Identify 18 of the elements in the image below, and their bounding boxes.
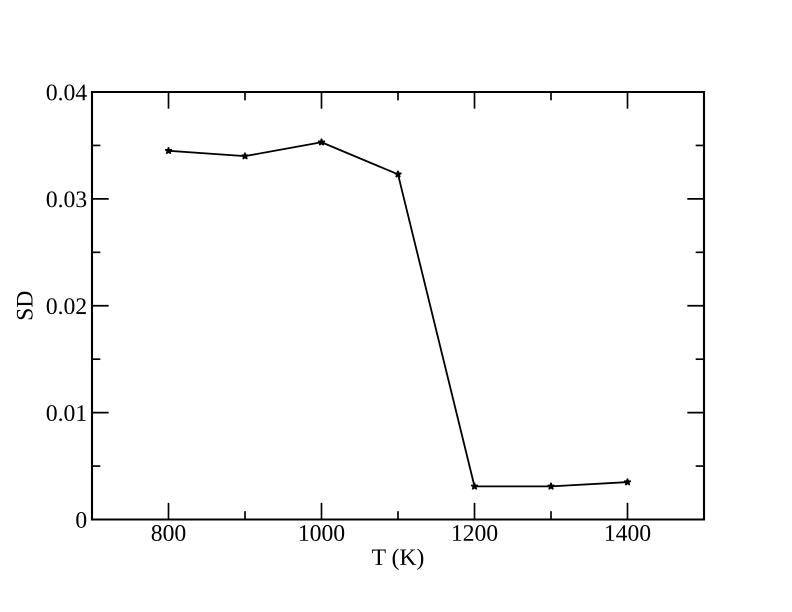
point xyxy=(318,138,326,146)
y-tick-label: 0.01 xyxy=(46,405,86,422)
point xyxy=(241,152,249,160)
x-tick-label: 800 xyxy=(152,525,186,541)
y-tick-label: 0.03 xyxy=(46,191,86,208)
point xyxy=(164,146,172,154)
point xyxy=(624,478,632,486)
y-tick-label: 0.02 xyxy=(46,298,86,314)
x-tick-label: 1400 xyxy=(606,525,650,541)
point xyxy=(394,170,402,178)
x-axis-title: T (K) xyxy=(372,548,424,570)
y-tick-label: 0.04 xyxy=(46,84,87,101)
x-tick-label: 1000 xyxy=(300,525,344,541)
point xyxy=(470,482,478,490)
point xyxy=(547,482,555,490)
x-tick-label: 1200 xyxy=(452,525,498,541)
y-axis-title: SD xyxy=(16,292,33,320)
y-tick-label: 0 xyxy=(76,512,86,528)
